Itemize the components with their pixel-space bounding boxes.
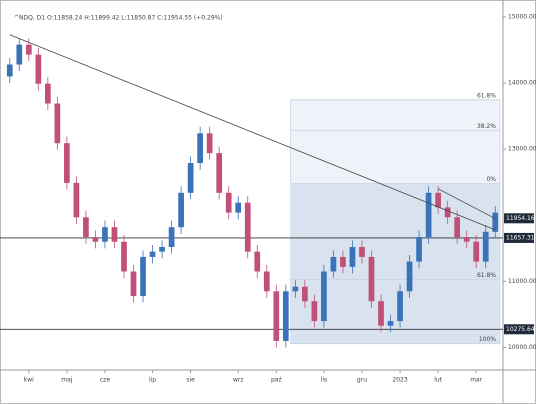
price-label-box [504,232,534,243]
candle-body [197,133,203,164]
x-tick-label: wrz [233,377,244,384]
candle-body [492,212,499,232]
candle-body [378,301,384,326]
candle-body [225,192,232,213]
candle-body [473,241,480,262]
y-tick-label: 13000.00 [508,146,536,153]
candle-body [321,271,327,322]
candle-body [406,261,413,292]
trendline [9,34,496,231]
candle-body [244,202,251,252]
fib-label: 0% [486,176,496,183]
x-tick-label: lip [149,377,156,384]
candle-body [44,83,51,104]
x-tick-label: mar [470,377,483,384]
candle-body [263,271,270,292]
candle-body [302,286,308,302]
candle-body [454,217,461,238]
candle-body [121,241,127,272]
candle-body [216,153,223,193]
candle-body [282,291,289,341]
candle-body [425,192,432,238]
candle-body [149,251,156,257]
candle-body [482,231,489,262]
candle-body [311,301,318,322]
price-label: 11657.31 [506,234,535,241]
candle-body [330,256,337,272]
y-tick-label: 15000.00 [508,13,536,20]
x-tick-label: paź [271,377,282,384]
candle-body [387,321,394,326]
candle-body [435,192,441,208]
candle-body [130,271,137,296]
x-tick-label: lis [321,377,327,384]
candle-body [159,247,165,252]
candle-body [54,103,61,144]
candle-body [463,237,470,242]
x-tick-label: gru [357,377,367,384]
candle-body [168,227,175,248]
fib-label: 100% [479,336,496,343]
candle-body [340,256,346,267]
candle-body [83,217,89,238]
candle-body [187,163,194,193]
candle-body [6,64,13,77]
candle-body [102,227,108,242]
x-tick-label: kwi [24,377,34,384]
y-tick-label: 11000.00 [508,278,536,285]
candle-body [206,133,213,154]
candle-body [444,207,451,218]
fib-label: 61.8% [477,92,496,99]
candle-body [273,291,280,341]
x-tick-label: 2023 [392,377,407,384]
trendline [437,188,496,219]
candle-body [235,202,242,213]
x-tick-label: maj [61,377,73,384]
candle-body [368,256,375,302]
price-label-box [504,324,534,335]
candle-body [140,256,146,296]
price-label: 11954.16 [506,215,535,222]
candle-body [111,227,118,242]
candle-body [35,54,42,84]
price-label: 10275.64 [506,326,535,333]
x-tick-label: cze [100,377,110,384]
chart-title: ^NDQ, D1 O:11858.24 H:11899.42 L:11850.8… [14,15,223,22]
candle-body [73,182,80,218]
candle-body [349,247,356,267]
candle-body [359,247,365,257]
candle-body [254,251,261,272]
candle-body [397,291,403,322]
x-tick-label: sie [186,377,195,384]
candle-body [16,44,23,65]
candle-body [292,286,299,292]
candle-body [416,237,422,262]
candle-body [178,192,184,228]
y-tick-label: 10000.00 [508,344,536,351]
candle-body [92,237,99,242]
candle-body [64,143,70,183]
y-tick-label: 14000.00 [508,80,536,87]
x-tick-label: lut [434,377,442,384]
fib-label: 38.2% [477,123,496,130]
candle-body [25,44,32,55]
price-label-box [504,213,534,224]
fib-label: 61.8% [477,272,496,279]
